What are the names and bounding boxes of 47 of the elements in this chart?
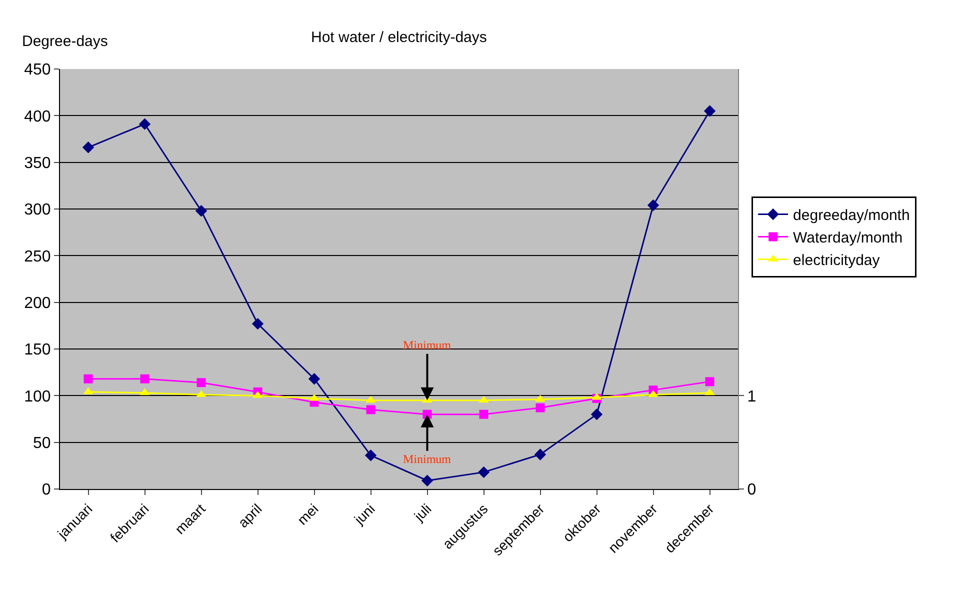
legend-label: Waterday/month (793, 230, 903, 247)
legend-label: electricityday (793, 252, 880, 270)
chart-title: Hot water / electricity-days (311, 29, 487, 46)
point (704, 388, 715, 396)
point (478, 466, 490, 478)
legend-label: degreeday/month (793, 207, 910, 224)
point (252, 318, 264, 330)
y2-tick-label: 1 (747, 388, 756, 406)
point (590, 408, 603, 420)
point (535, 394, 546, 402)
y-axis-title: Degree-days (22, 33, 108, 50)
y2-tick-label: 0 (747, 482, 756, 499)
point (308, 373, 320, 385)
x-tick-label: juli (410, 500, 434, 525)
point (309, 394, 320, 401)
point (536, 403, 545, 412)
y-tick-label: 450 (24, 62, 51, 79)
point (705, 377, 714, 386)
y-tick-label: 150 (24, 342, 51, 359)
point (84, 374, 93, 384)
y-tick-label: 200 (24, 294, 51, 312)
y-tick-label: 100 (24, 388, 51, 406)
point (366, 405, 376, 414)
point (138, 118, 151, 130)
point (534, 448, 546, 460)
point (478, 396, 489, 403)
y-tick-label: 300 (24, 202, 51, 219)
point (366, 396, 376, 403)
point (704, 105, 716, 117)
point (421, 474, 434, 486)
y-tick-label: 0 (42, 482, 51, 499)
annotation: Minimum (403, 452, 452, 466)
y-tick-label: 250 (24, 248, 51, 266)
point (83, 387, 94, 394)
x-tick-label: mei (294, 500, 322, 528)
point (196, 378, 206, 388)
y-tick-label: 400 (24, 108, 51, 126)
point (195, 205, 208, 217)
y-tick-label: 350 (24, 154, 51, 172)
point (479, 410, 488, 419)
point (364, 450, 377, 462)
point (647, 199, 660, 212)
point (140, 374, 150, 384)
y-tick-label: 50 (33, 434, 51, 452)
point (140, 388, 150, 396)
point (82, 142, 94, 154)
annotation: Minimum (403, 338, 452, 352)
